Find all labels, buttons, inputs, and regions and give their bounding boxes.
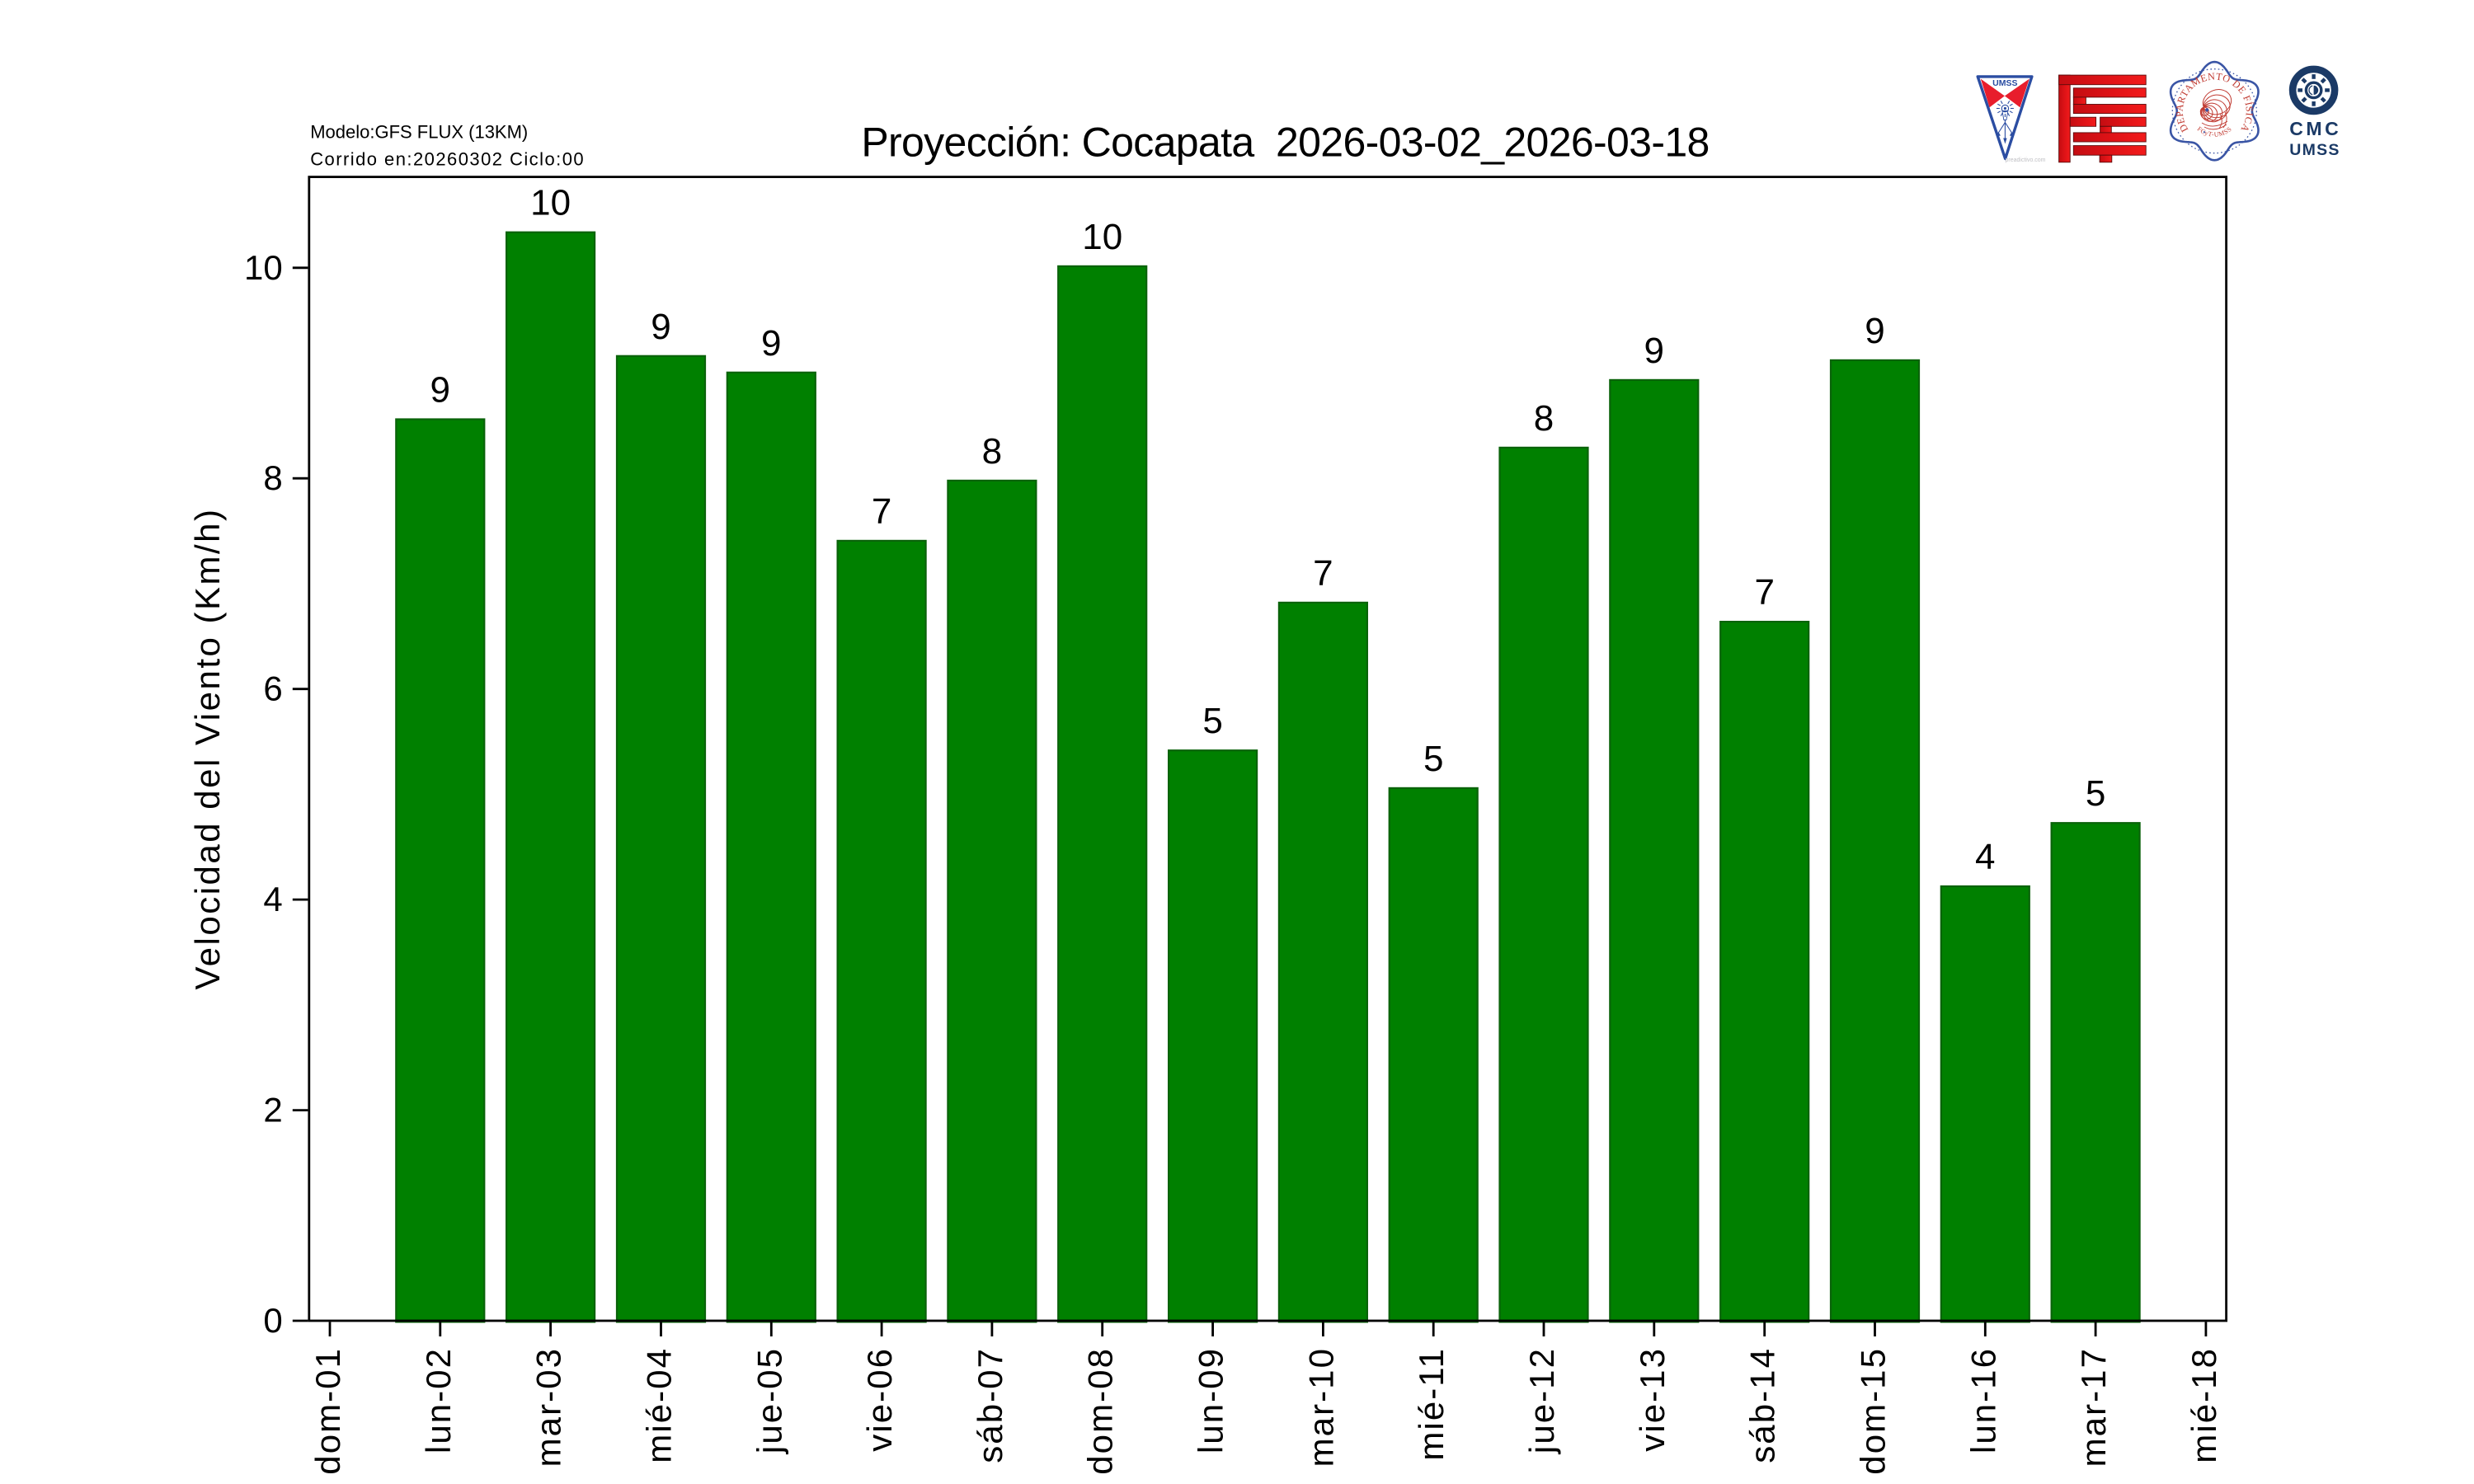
svg-text:mar-10: mar-10	[1301, 1347, 1340, 1467]
svg-text:jue-12: jue-12	[1522, 1347, 1561, 1455]
svg-text:jue-05: jue-05	[750, 1347, 788, 1455]
svg-text:vie-13: vie-13	[1633, 1347, 1672, 1452]
svg-text:9: 9	[1865, 311, 1884, 351]
svg-text:5: 5	[1202, 701, 1222, 741]
svg-text:preadictivo.com: preadictivo.com	[2005, 157, 2045, 163]
svg-text:5: 5	[2086, 773, 2105, 814]
svg-text:7: 7	[1313, 553, 1333, 594]
svg-text:6: 6	[263, 669, 282, 708]
svg-text:10: 10	[530, 183, 571, 223]
svg-text:Proyección: Cocapata 2026-03-: Proyección: Cocapata 2026-03-02_2026-03-…	[861, 119, 1709, 165]
svg-text:sáb-14: sáb-14	[1743, 1347, 1782, 1463]
svg-text:UMSS: UMSS	[1992, 78, 2017, 88]
svg-text:0: 0	[263, 1301, 282, 1340]
svg-text:7: 7	[1754, 572, 1774, 613]
svg-text:mié-04: mié-04	[640, 1347, 679, 1463]
svg-text:lun-09: lun-09	[1192, 1347, 1230, 1453]
svg-text:dom-08: dom-08	[1081, 1347, 1120, 1475]
svg-text:9: 9	[651, 307, 670, 347]
svg-text:vie-06: vie-06	[860, 1347, 899, 1452]
svg-text:dom-15: dom-15	[1854, 1347, 1893, 1475]
svg-text:8: 8	[1534, 398, 1554, 439]
svg-text:4: 4	[263, 880, 282, 918]
svg-text:mié-18: mié-18	[2185, 1347, 2223, 1463]
svg-text:9: 9	[430, 370, 450, 411]
svg-text:UMSS: UMSS	[2289, 141, 2340, 159]
svg-text:10: 10	[244, 248, 283, 287]
svg-text:Corrido en:20260302 Ciclo:00: Corrido en:20260302 Ciclo:00	[310, 149, 585, 170]
svg-text:10: 10	[1082, 217, 1122, 257]
svg-text:Modelo:GFS FLUX (13KM): Modelo:GFS FLUX (13KM)	[310, 122, 528, 143]
svg-text:8: 8	[263, 458, 282, 497]
svg-text:9: 9	[1644, 331, 1664, 371]
svg-text:7: 7	[872, 491, 891, 532]
svg-text:Velocidad del Viento (Km/h): Velocidad del Viento (Km/h)	[188, 507, 227, 989]
svg-text:4: 4	[1975, 837, 1995, 877]
svg-text:5: 5	[1423, 739, 1443, 779]
svg-text:lun-02: lun-02	[419, 1347, 458, 1453]
svg-text:dom-01: dom-01	[308, 1347, 347, 1475]
svg-text:lun-16: lun-16	[1964, 1347, 2002, 1453]
svg-text:9: 9	[761, 323, 781, 364]
svg-text:mié-11: mié-11	[1412, 1347, 1451, 1461]
svg-text:mar-17: mar-17	[2074, 1347, 2113, 1467]
svg-text:sáb-07: sáb-07	[971, 1347, 1009, 1463]
svg-text:8: 8	[982, 431, 1002, 472]
svg-text:2: 2	[263, 1091, 282, 1129]
svg-text:mar-03: mar-03	[529, 1347, 568, 1467]
svg-text:CMC: CMC	[2289, 118, 2341, 139]
